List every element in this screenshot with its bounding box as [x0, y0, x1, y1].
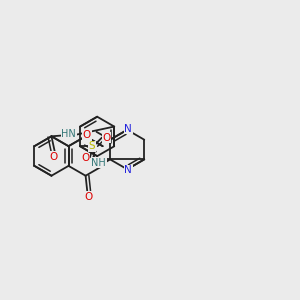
Text: HN: HN [61, 129, 76, 139]
Text: O: O [82, 153, 90, 163]
Text: O: O [102, 133, 110, 142]
Text: O: O [84, 191, 92, 202]
Text: O: O [82, 130, 91, 140]
Text: N: N [124, 124, 132, 134]
Text: S: S [89, 141, 95, 151]
Text: NH: NH [92, 158, 106, 168]
Text: O: O [50, 152, 58, 162]
Text: N: N [124, 165, 132, 176]
